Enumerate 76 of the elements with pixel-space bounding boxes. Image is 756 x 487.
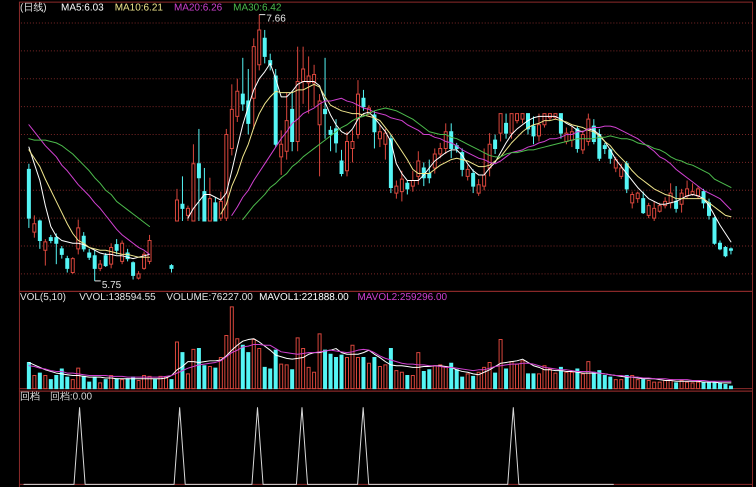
bar (180, 352, 184, 390)
candlestick (262, 29, 267, 64)
candlestick (405, 180, 410, 195)
text: MAVOL2:259296.00 (357, 292, 448, 303)
candlestick (493, 134, 498, 155)
candlestick (318, 94, 322, 177)
candlestick (32, 214, 36, 238)
chart-title: 回档 (20, 390, 40, 403)
annotation: 7.66 (266, 14, 286, 25)
candlestick (70, 256, 75, 274)
candlestick (674, 186, 678, 214)
chart-title: VOL(5,10) (20, 292, 66, 303)
text: VVOL:138594.55 (79, 292, 156, 303)
bar (504, 368, 508, 390)
bar (372, 357, 376, 390)
bar (98, 382, 102, 390)
candlestick (466, 164, 470, 182)
text: MA5:6.03 (61, 2, 104, 14)
bar (674, 382, 678, 390)
bar (26, 362, 31, 390)
bar (498, 339, 503, 390)
candlestick (43, 238, 48, 266)
bar (120, 379, 124, 390)
text: VOLUME:76227.00 (166, 292, 254, 303)
bar (114, 378, 119, 390)
text: MA10:6.21 (114, 2, 164, 14)
candlestick (702, 188, 706, 209)
candlestick (213, 196, 218, 222)
bar (366, 362, 371, 390)
series-label: 回档:0.00 (50, 390, 92, 403)
text: MAVOL1:221888.00 (259, 292, 350, 303)
candlestick (504, 113, 508, 140)
candlestick (323, 57, 328, 140)
bar (471, 376, 476, 390)
bar (38, 372, 42, 390)
candlestick (174, 188, 179, 222)
bar (43, 375, 48, 390)
bar (361, 357, 366, 390)
candlestick (65, 255, 70, 274)
bar (208, 366, 212, 390)
bar (174, 342, 179, 390)
candlestick (131, 260, 136, 280)
candlestick (196, 128, 201, 222)
candlestick (498, 113, 503, 142)
bar (641, 379, 646, 390)
candlestick (361, 89, 366, 112)
candlestick (98, 259, 102, 272)
candlestick (60, 246, 64, 260)
candlestick (120, 240, 124, 265)
candlestick (114, 238, 119, 255)
candlestick (558, 113, 563, 140)
candlestick (641, 191, 646, 214)
bar (104, 379, 108, 390)
candlestick (104, 252, 108, 268)
chart-title: (日线) (20, 2, 47, 14)
candlestick (180, 176, 184, 222)
bar (169, 379, 174, 390)
candlestick (340, 149, 344, 177)
candlestick (76, 219, 80, 255)
candlestick (471, 168, 476, 194)
bar (493, 372, 498, 390)
bar (575, 368, 580, 390)
annotation: 5.75 (102, 280, 122, 291)
candlestick (416, 150, 420, 186)
bar (213, 368, 218, 390)
bar (405, 375, 410, 390)
candlestick (38, 219, 42, 250)
bar (32, 375, 36, 390)
candlestick (208, 177, 212, 222)
text: MA30:6.42 (233, 2, 282, 14)
bar (153, 379, 158, 390)
bar (466, 373, 470, 390)
text: MA20:6.26 (174, 2, 223, 14)
bar (290, 369, 294, 390)
bar (388, 348, 393, 390)
bar (558, 366, 563, 390)
